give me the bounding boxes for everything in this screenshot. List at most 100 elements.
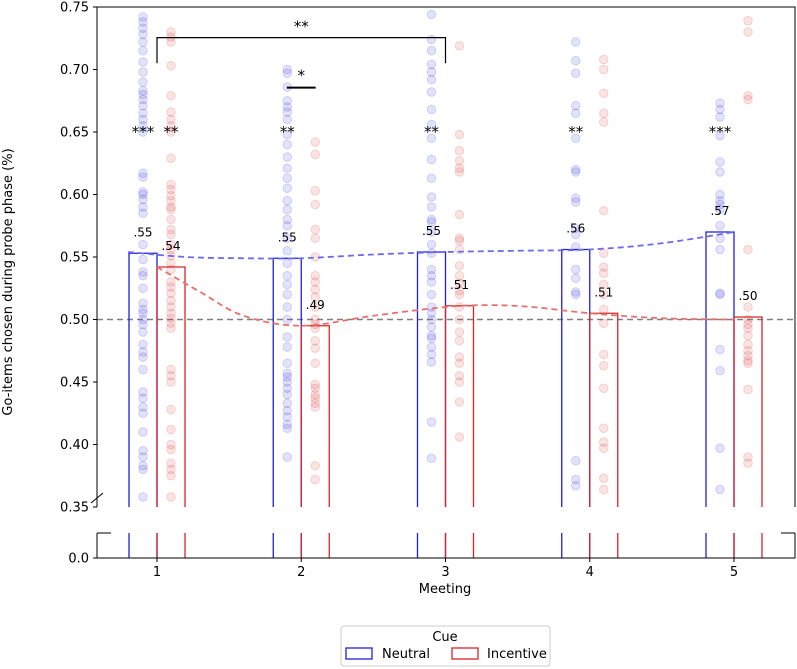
point-neutral-m3 xyxy=(426,34,437,45)
point-incentive-m4 xyxy=(599,437,609,447)
point-incentive-m3 xyxy=(454,286,465,296)
point-neutral-m2 xyxy=(282,221,292,231)
point-incentive-m5 xyxy=(743,331,753,341)
point-neutral-m1 xyxy=(138,89,148,100)
point-incentive-m2 xyxy=(310,393,320,403)
point-neutral-m1 xyxy=(138,12,148,22)
point-incentive-m1 xyxy=(166,492,176,502)
point-incentive-m1 xyxy=(166,444,176,455)
point-neutral-m2 xyxy=(282,289,292,300)
significance-neutral-m1: *** xyxy=(132,123,155,141)
point-neutral-m4 xyxy=(571,167,581,177)
point-neutral-m1 xyxy=(138,271,148,281)
point-neutral-m5 xyxy=(715,204,725,215)
point-neutral-m2 xyxy=(282,68,292,78)
point-neutral-m1 xyxy=(138,314,148,325)
legend-title: Cue xyxy=(432,630,457,645)
point-incentive-m1 xyxy=(166,191,176,201)
point-neutral-m2 xyxy=(282,412,292,422)
point-incentive-m3 xyxy=(454,314,465,325)
point-incentive-m1 xyxy=(166,153,176,163)
point-neutral-m3 xyxy=(426,104,437,115)
point-incentive-m1 xyxy=(166,377,176,387)
point-incentive-m4 xyxy=(599,262,609,272)
value-label-incentive-m4: .51 xyxy=(594,285,613,299)
point-incentive-m3 xyxy=(454,146,465,156)
point-incentive-m2 xyxy=(310,302,320,312)
value-label-incentive-m2: .49 xyxy=(306,298,325,312)
point-incentive-m3 xyxy=(454,129,465,140)
point-neutral-m4 xyxy=(571,223,581,233)
point-incentive-m3 xyxy=(454,156,465,166)
point-incentive-m3 xyxy=(454,377,465,387)
point-incentive-m4 xyxy=(599,279,609,290)
point-neutral-m1 xyxy=(138,452,148,462)
point-incentive-m3 xyxy=(454,397,465,407)
point-neutral-m3 xyxy=(426,9,437,20)
point-neutral-m1 xyxy=(138,168,148,178)
point-neutral-m1 xyxy=(138,464,148,475)
value-label-neutral-m4: .56 xyxy=(566,222,585,236)
value-label-neutral-m3: .55 xyxy=(422,224,441,238)
point-incentive-m2 xyxy=(310,233,320,243)
point-neutral-m2 xyxy=(282,163,292,173)
point-neutral-m1 xyxy=(138,347,148,357)
point-neutral-m2 xyxy=(282,358,292,368)
point-neutral-m1 xyxy=(138,67,148,77)
point-neutral-m3 xyxy=(426,87,437,97)
point-neutral-m1 xyxy=(138,308,148,318)
value-label-neutral-m1: .55 xyxy=(133,225,152,239)
point-neutral-m3 xyxy=(426,357,437,367)
point-incentive-m2 xyxy=(310,474,320,485)
value-label-incentive-m5: .50 xyxy=(738,289,757,303)
point-incentive-m2 xyxy=(310,379,320,390)
point-neutral-m1 xyxy=(138,202,148,212)
point-incentive-m1 xyxy=(166,458,176,468)
point-incentive-m1 xyxy=(166,127,176,137)
point-incentive-m3 xyxy=(454,163,465,173)
point-neutral-m3 xyxy=(426,333,437,343)
point-neutral-m2 xyxy=(282,139,292,150)
point-incentive-m1 xyxy=(166,107,176,117)
point-neutral-m3 xyxy=(426,277,437,287)
point-neutral-m5 xyxy=(715,157,725,167)
point-neutral-m1 xyxy=(138,127,148,137)
point-neutral-m1 xyxy=(138,101,148,111)
point-incentive-m2 xyxy=(310,383,320,393)
point-incentive-m4 xyxy=(599,423,609,433)
point-incentive-m2 xyxy=(310,271,320,281)
point-incentive-m1 xyxy=(166,121,176,131)
value-label-incentive-m3: .51 xyxy=(450,278,469,292)
point-neutral-m2 xyxy=(282,96,292,106)
point-incentive-m4 xyxy=(599,88,609,98)
bar-incentive-m3 xyxy=(444,305,475,507)
point-neutral-m2 xyxy=(282,196,292,206)
point-incentive-m5 xyxy=(743,16,753,26)
point-neutral-m2 xyxy=(282,233,292,243)
point-neutral-m1 xyxy=(138,114,148,125)
point-neutral-m3 xyxy=(426,133,437,143)
point-neutral-m2 xyxy=(282,246,292,256)
point-incentive-m1 xyxy=(166,27,176,37)
point-neutral-m2 xyxy=(282,64,292,75)
point-neutral-m3 xyxy=(426,271,437,281)
point-neutral-m5 xyxy=(715,98,725,108)
point-neutral-m3 xyxy=(426,453,437,463)
point-neutral-m4 xyxy=(571,193,581,203)
bar-incentive-m1 xyxy=(156,266,186,507)
point-neutral-m1 xyxy=(138,57,148,67)
point-incentive-m3 xyxy=(454,336,465,346)
point-incentive-m1 xyxy=(166,296,176,306)
point-incentive-m1 xyxy=(166,244,176,255)
point-neutral-m4 xyxy=(571,197,581,207)
point-neutral-m5 xyxy=(715,233,725,243)
legend-swatch-neutral xyxy=(345,647,373,660)
point-incentive-m3 xyxy=(454,327,465,337)
point-neutral-m2 xyxy=(282,314,292,325)
point-neutral-m1 xyxy=(138,208,148,218)
lower-plot-area: 0.0 1 2 3 4 5 xyxy=(68,532,796,580)
point-incentive-m4 xyxy=(599,484,609,495)
point-incentive-m3 xyxy=(454,236,465,246)
y-tick-label: 0.75 xyxy=(60,1,89,16)
point-neutral-m2 xyxy=(282,372,292,382)
